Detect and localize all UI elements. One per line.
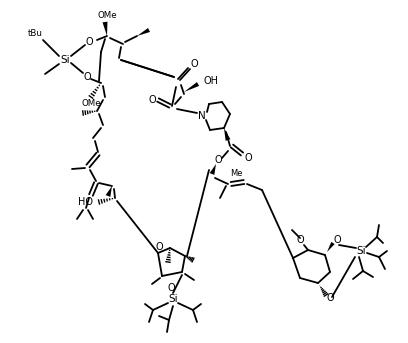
- Polygon shape: [224, 128, 231, 141]
- Polygon shape: [106, 186, 112, 197]
- Text: Me: Me: [230, 169, 242, 178]
- Text: O: O: [167, 283, 175, 293]
- Text: OMe: OMe: [97, 12, 117, 21]
- Text: O: O: [214, 155, 222, 165]
- Text: O: O: [85, 37, 93, 47]
- Text: O: O: [244, 153, 252, 163]
- Text: Si: Si: [60, 55, 70, 65]
- Text: O: O: [333, 235, 341, 245]
- Text: O: O: [296, 235, 304, 245]
- Text: OH: OH: [204, 76, 219, 86]
- Polygon shape: [184, 82, 199, 92]
- Polygon shape: [327, 242, 335, 252]
- Text: O: O: [190, 59, 198, 69]
- Text: OMe: OMe: [81, 99, 101, 108]
- Text: N: N: [198, 111, 206, 121]
- Text: Si: Si: [168, 294, 178, 304]
- Polygon shape: [102, 22, 107, 36]
- Text: O: O: [83, 72, 91, 82]
- Text: O: O: [326, 293, 334, 303]
- Polygon shape: [210, 164, 216, 175]
- Text: Si: Si: [356, 246, 366, 256]
- Text: O: O: [155, 242, 163, 252]
- Text: HO: HO: [78, 197, 93, 207]
- Text: tBu: tBu: [28, 29, 42, 38]
- Polygon shape: [137, 28, 150, 36]
- Text: O: O: [148, 95, 156, 105]
